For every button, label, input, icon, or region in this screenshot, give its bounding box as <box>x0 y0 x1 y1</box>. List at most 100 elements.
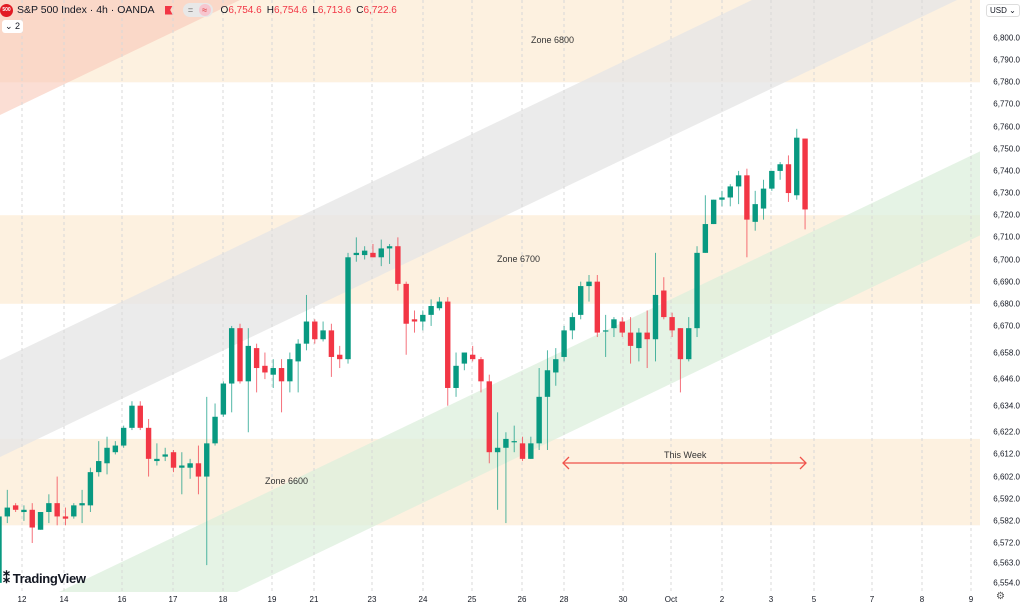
candle-down <box>29 509 35 528</box>
candle-up <box>428 306 434 315</box>
flag-icon[interactable] <box>164 5 173 15</box>
symbol-title[interactable]: S&P 500 Index · 4h · OANDA <box>17 4 155 16</box>
this-week-label: This Week <box>664 450 707 460</box>
chart-area[interactable]: Zone 6800 Zone 6700 Zone 6600 This Week <box>0 0 980 592</box>
price-label: 6,730.0 <box>993 188 1020 198</box>
symbol-logo-icon: 500 <box>0 3 13 17</box>
price-label: 6,602.0 <box>993 472 1020 482</box>
time-label: 30 <box>618 595 628 604</box>
candle-up <box>21 509 27 513</box>
low-key: L <box>312 4 318 16</box>
high-value: 6,754.6 <box>273 4 308 16</box>
time-label: 12 <box>17 595 27 604</box>
currency-dropdown[interactable]: USD ⌄ <box>986 4 1020 17</box>
candle-up <box>353 252 360 256</box>
candle-up <box>777 164 783 171</box>
candle-down <box>328 330 335 357</box>
time-label: 25 <box>467 595 477 604</box>
toggle-button-1[interactable]: = <box>187 5 194 15</box>
candle-up <box>752 204 758 222</box>
settings-gear-icon[interactable]: ⚙ <box>996 591 1005 602</box>
candle-up <box>187 463 193 468</box>
candle-up <box>295 343 301 362</box>
price-label: 6,700.0 <box>993 255 1020 264</box>
candle-up <box>735 175 742 187</box>
candle-up <box>420 314 426 322</box>
candle-up <box>528 443 534 459</box>
ohlc-low: L6,713.6 <box>312 5 351 16</box>
candle-down <box>469 354 476 360</box>
legend-buttons: = ≈ <box>182 3 213 17</box>
candle-down <box>644 332 650 340</box>
candle-up <box>578 286 584 315</box>
candle-up <box>710 199 717 225</box>
candle-up <box>320 330 326 340</box>
candle-up <box>361 250 368 256</box>
price-label: 6,658.0 <box>993 348 1020 358</box>
candle-down <box>785 164 792 194</box>
price-label: 6,740.0 <box>993 166 1020 176</box>
candle-up <box>179 465 185 468</box>
candle-down <box>54 503 60 517</box>
tradingview-logo[interactable]: ⁑ TradingView <box>3 570 89 587</box>
time-axis[interactable]: 12 14 16 17 18 19 21 23 24 25 26 28 30 Oct 2 3 5 7 8 9 <box>0 592 980 609</box>
low-value: 6,713.6 <box>317 4 352 16</box>
time-label: 14 <box>59 595 69 604</box>
open-key: O <box>220 4 229 16</box>
candle-up <box>553 359 559 373</box>
candle-up <box>129 405 135 428</box>
candle-up <box>494 447 501 453</box>
candle-up <box>511 441 517 443</box>
channel-green <box>59 151 980 592</box>
candle-up <box>794 137 800 196</box>
candle-down <box>262 365 268 373</box>
price-label: 6,720.0 <box>993 210 1020 220</box>
candle-up <box>536 396 542 444</box>
time-label: 16 <box>117 595 127 604</box>
time-label: 28 <box>559 595 569 604</box>
candle-up <box>120 427 127 446</box>
price-label: 6,646.0 <box>993 374 1020 384</box>
price-label: 6,563.0 <box>993 558 1020 568</box>
candle-up <box>4 507 11 517</box>
close-key: C <box>356 4 364 16</box>
candle-up <box>154 458 160 462</box>
chart-legend: 500 S&P 500 Index · 4h · OANDA = ≈ O 6,75… <box>0 2 397 18</box>
candle-up <box>245 345 251 382</box>
price-label: 6,680.0 <box>993 299 1020 309</box>
candle-up <box>212 416 218 444</box>
candle-up <box>611 319 617 329</box>
time-label: 5 <box>811 595 817 604</box>
candle-up <box>303 321 310 344</box>
time-label: 17 <box>168 595 178 604</box>
toggle-button-2[interactable]: ≈ <box>198 4 211 16</box>
candle-down <box>619 321 625 333</box>
candle-down <box>237 328 243 382</box>
price-axis[interactable]: USD ⌄ ⚙ 6,800.0 6,790.0 6,780.0 6,770.0 6,76… <box>980 0 1024 609</box>
candle-down <box>395 246 401 284</box>
candle-up <box>569 317 576 331</box>
candle-up <box>0 516 2 583</box>
candle-up <box>378 248 384 258</box>
candle-up <box>270 368 276 375</box>
price-label: 6,572.0 <box>993 538 1020 548</box>
candle-down <box>744 175 750 220</box>
indicators-collapse-button[interactable]: ⌄ 2 <box>2 20 24 33</box>
time-label: 9 <box>968 595 974 604</box>
time-label: 23 <box>367 595 377 604</box>
candle-up <box>719 197 725 200</box>
candle-up <box>760 188 767 209</box>
candle-up <box>652 294 659 340</box>
price-label: 6,760.0 <box>993 122 1020 132</box>
high-key: H <box>266 4 274 16</box>
candle-up <box>112 445 119 453</box>
candle-down <box>802 138 808 210</box>
candle-up <box>561 330 567 357</box>
price-label: 6,770.0 <box>993 99 1020 109</box>
zone-label-6600: Zone 6600 <box>265 476 309 486</box>
candle-down <box>661 290 667 318</box>
time-label: 7 <box>869 595 875 604</box>
candle-up <box>436 301 443 309</box>
channel-red <box>0 0 240 115</box>
candle-up <box>46 503 52 513</box>
